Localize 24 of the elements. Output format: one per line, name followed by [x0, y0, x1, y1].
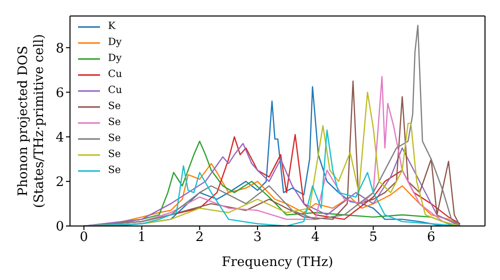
x-tick-label: 6: [427, 230, 436, 246]
x-tick-label: 3: [253, 230, 262, 246]
y-tick-label: 4: [56, 130, 64, 146]
legend-label: Se: [108, 148, 121, 162]
y-tick-label: 6: [56, 86, 64, 101]
legend-label: Dy: [108, 36, 122, 50]
x-tick-label: 1: [138, 230, 146, 246]
legend-label: Se: [108, 164, 121, 178]
x-axis-title: Frequency (THz): [222, 255, 334, 270]
legend-label: Se: [108, 132, 121, 146]
x-tick-label: 5: [369, 230, 378, 246]
y-tick-label: 8: [56, 41, 64, 56]
legend-label: Cu: [108, 68, 122, 82]
legend-label: Cu: [108, 84, 122, 98]
y-axis-title: Phonon projected DOS (States/THz·primitive cell): [16, 34, 47, 208]
legend-label: Dy: [108, 52, 122, 66]
y-tick-label: 0: [56, 220, 64, 235]
x-tick-label: 4: [311, 230, 320, 246]
legend-label: Se: [108, 116, 121, 130]
legend-label: K: [108, 20, 116, 34]
x-tick-label: 2: [196, 230, 204, 246]
x-tick-label: 0: [80, 230, 88, 246]
legend-label: Se: [108, 100, 121, 114]
y-tick-label: 2: [56, 175, 64, 190]
